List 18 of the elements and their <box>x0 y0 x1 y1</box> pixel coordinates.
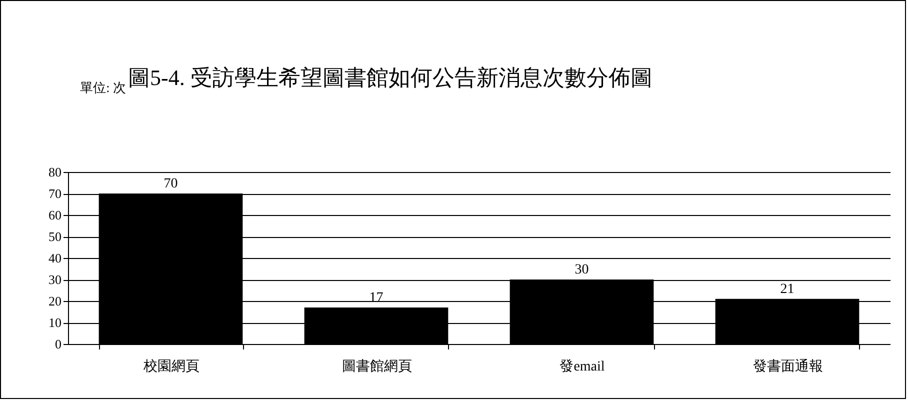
y-tick-label: 20 <box>48 294 62 308</box>
y-tick-label: 10 <box>48 315 62 330</box>
data-label: 70 <box>164 176 178 192</box>
x-tick-label: 圖書館網頁 <box>342 358 412 374</box>
x-tick-label: 發書面通報 <box>752 358 823 374</box>
text: 單位: 次 <box>80 80 126 95</box>
x-tick-label: 校園網頁 <box>142 358 200 374</box>
y-tick-label: 70 <box>48 186 62 201</box>
y-tick-label: 60 <box>48 208 62 222</box>
y-tick-label: 80 <box>48 164 62 180</box>
y-tick-label: 0 <box>55 336 62 352</box>
x-tick-label: 發email <box>560 358 605 374</box>
chart-title: 圖5-4. 受訪學生希望圖書館如何公告新消息次數分佈圖 <box>128 65 652 90</box>
y-tick-label: 50 <box>48 229 62 244</box>
y-tick-label: 40 <box>48 250 62 266</box>
data-label: 21 <box>780 282 794 297</box>
y-tick-label: 30 <box>48 272 62 287</box>
data-label: 30 <box>574 262 589 278</box>
